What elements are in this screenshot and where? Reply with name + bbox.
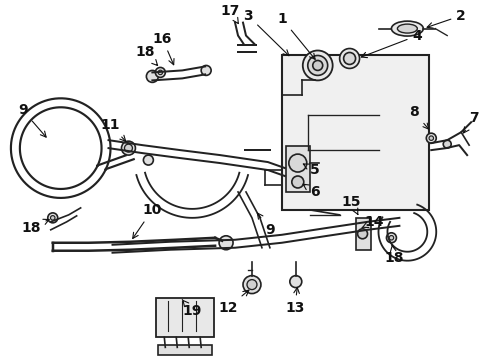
Circle shape [303,50,333,80]
Circle shape [147,71,158,82]
Circle shape [155,67,165,77]
Text: 14: 14 [362,215,384,229]
Text: 1: 1 [277,12,315,59]
Text: 13: 13 [285,288,304,315]
Text: 6: 6 [303,184,319,199]
Circle shape [313,60,323,71]
Circle shape [48,213,58,223]
Circle shape [219,236,233,250]
Circle shape [343,53,356,64]
Text: 10: 10 [133,203,162,238]
Bar [356,218,370,250]
Circle shape [243,276,261,293]
Text: 11: 11 [101,118,126,141]
Circle shape [387,233,396,243]
Text: 8: 8 [410,105,429,129]
Circle shape [122,141,135,155]
Text: 4: 4 [361,28,422,58]
Text: 17: 17 [220,4,240,23]
Circle shape [247,280,257,289]
Text: 12: 12 [219,290,249,315]
Circle shape [358,229,368,239]
Text: 7: 7 [464,111,479,133]
Circle shape [144,155,153,165]
Text: 19: 19 [182,300,202,319]
Circle shape [124,144,132,152]
Circle shape [158,70,163,75]
Text: 9: 9 [18,103,46,137]
Circle shape [290,276,302,288]
Text: 9: 9 [257,213,275,237]
Bar [286,146,310,192]
Text: 18: 18 [385,245,404,265]
Circle shape [429,136,434,140]
Text: 15: 15 [342,195,361,215]
Circle shape [308,55,328,75]
Ellipse shape [392,21,423,36]
Circle shape [426,133,436,143]
Ellipse shape [397,24,417,33]
Circle shape [443,140,451,148]
Bar [282,55,429,210]
Text: 18: 18 [21,219,49,235]
Circle shape [340,49,360,68]
Text: 16: 16 [152,32,174,65]
Text: 5: 5 [303,163,319,177]
Circle shape [289,154,307,172]
Circle shape [201,66,211,75]
Circle shape [389,235,393,240]
Circle shape [292,176,304,188]
Text: 3: 3 [243,9,289,56]
Text: 18: 18 [136,45,158,66]
Bar [158,345,212,355]
Circle shape [50,216,55,220]
Text: 2: 2 [427,9,466,28]
Bar [156,298,214,337]
